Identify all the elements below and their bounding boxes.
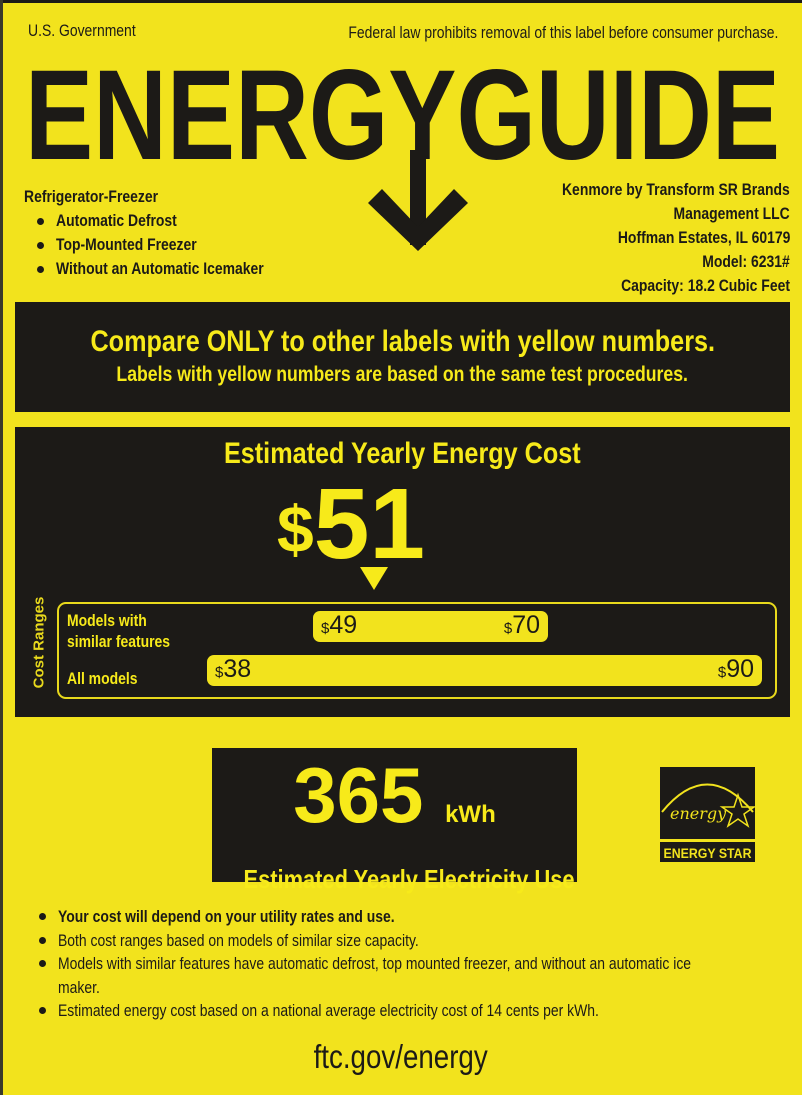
all-models-label: All models bbox=[67, 669, 138, 688]
note-item: Both cost ranges based on models of simi… bbox=[36, 929, 802, 953]
energy-star-logo: energy ENERGY STAR bbox=[660, 767, 757, 867]
manufacturer-info: Kenmore by Transform SR Brands Managemen… bbox=[512, 178, 790, 298]
manufacturer-name-2: Management LLC bbox=[673, 204, 790, 223]
cost-ranges-frame: Models with similar features All models … bbox=[57, 602, 777, 699]
note-item: Models with similar features have automa… bbox=[36, 952, 802, 999]
manufacturer-address: Hoffman Estates, IL 60179 bbox=[617, 228, 790, 247]
note-item: Estimated energy cost based on a nationa… bbox=[36, 999, 802, 1023]
all-high: $90 bbox=[717, 655, 754, 683]
energyguide-wordmark: ENERGYGUIDE bbox=[25, 55, 780, 187]
electricity-use-box: 365 kWh Estimated Yearly Electricity Use bbox=[212, 748, 577, 894]
kwh-unit: kWh bbox=[445, 801, 496, 828]
cost-pointer-icon bbox=[360, 567, 388, 590]
all-models-range-bar: $38 $90 bbox=[207, 655, 762, 686]
cost-panel: Estimated Yearly Energy Cost $51 Cost Ra… bbox=[15, 427, 790, 717]
svg-text:energy: energy bbox=[670, 804, 727, 823]
note-item: Your cost will depend on your utility ra… bbox=[36, 905, 802, 929]
left-border bbox=[0, 0, 3, 1095]
notes-list: Your cost will depend on your utility ra… bbox=[36, 905, 802, 1023]
issuer-text: U.S. Government bbox=[28, 21, 136, 40]
product-type: Refrigerator-Freezer bbox=[24, 187, 159, 206]
compare-banner: Compare ONLY to other labels with yellow… bbox=[15, 302, 790, 412]
all-low: $38 bbox=[215, 655, 252, 683]
similar-models-label: Models with similar features bbox=[67, 611, 171, 651]
estimated-cost: $51 bbox=[277, 467, 425, 582]
model-number: Model: 6231# bbox=[702, 252, 790, 271]
cost-ranges-label: Cost Ranges bbox=[30, 596, 48, 689]
cost-value: 51 bbox=[313, 468, 425, 580]
svg-text:ENERGY STAR: ENERGY STAR bbox=[664, 845, 752, 861]
energy-star-icon: energy ENERGY STAR bbox=[660, 767, 757, 862]
compare-heading: Compare ONLY to other labels with yellow… bbox=[90, 325, 715, 358]
similar-models-range-bar: $49 $70 bbox=[313, 611, 548, 642]
ftc-link[interactable]: ftc.gov/energy bbox=[313, 1038, 489, 1075]
feature-item: Without an Automatic Icemaker bbox=[24, 257, 309, 281]
currency-symbol: $ bbox=[277, 492, 314, 566]
electricity-use-label: Estimated Yearly Electricity Use bbox=[243, 864, 575, 894]
kwh-value: 365 bbox=[293, 751, 424, 839]
removal-notice: Federal law prohibits removal of this la… bbox=[347, 23, 778, 42]
top-border bbox=[0, 0, 802, 3]
energyguide-logo: ENERGYGUIDE bbox=[25, 55, 780, 251]
cost-title: Estimated Yearly Energy Cost bbox=[224, 437, 581, 470]
similar-high: $70 bbox=[503, 611, 540, 639]
compare-subheading: Labels with yellow numbers are based on … bbox=[116, 363, 689, 386]
arrow-down-icon bbox=[368, 150, 468, 251]
manufacturer-name: Kenmore by Transform SR Brands bbox=[562, 180, 790, 199]
capacity: Capacity: 18.2 Cubic Feet bbox=[621, 276, 790, 295]
feature-item: Automatic Defrost bbox=[24, 209, 309, 233]
similar-low: $49 bbox=[321, 611, 358, 639]
feature-item: Top-Mounted Freezer bbox=[24, 233, 309, 257]
product-description: Refrigerator-Freezer Automatic Defrost T… bbox=[24, 185, 309, 281]
